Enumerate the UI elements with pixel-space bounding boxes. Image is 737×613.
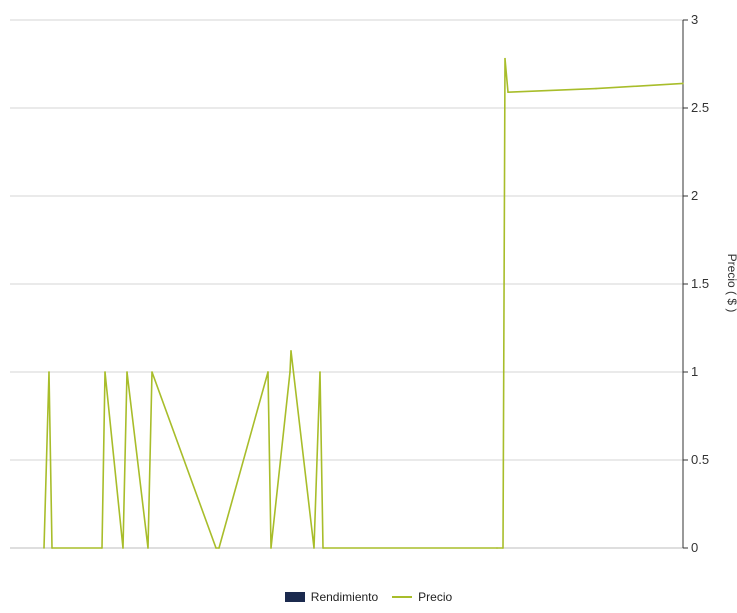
data-point-precio [496,547,498,549]
data-point-precio [507,91,509,93]
legend-swatch-precio [392,596,413,598]
series-line-precio [43,57,684,549]
y-axis-label: Precio ( $ ) [725,254,737,313]
y-axis: 0 0.5 1 1.5 2 2.5 3 [682,12,709,555]
legend-swatch-rendimiento [284,592,305,602]
y-tick-label: 3 [691,12,698,27]
data-point-precio [322,547,324,549]
data-point-precio [267,371,269,373]
data-point-precio [319,371,321,373]
data-point-precio [290,350,292,352]
data-point-precio [126,371,128,373]
data-point-precio [289,371,291,373]
y-tick-label: 2 [691,188,698,203]
data-point-precio [504,57,506,60]
data-point-precio [682,82,684,85]
data-point-precio [313,547,315,549]
legend: Rendimiento Precio [0,588,737,606]
series-layer [43,57,684,549]
data-point-precio [151,371,153,373]
y-tick-label: 0 [691,540,698,555]
data-point-precio [147,547,149,549]
data-point-precio [502,547,504,549]
data-point-precio [48,371,50,373]
data-point-precio [218,547,220,549]
legend-item-rendimiento[interactable]: Rendimiento [284,590,379,604]
data-point-precio [595,87,597,90]
legend-item-precio[interactable]: Precio [392,590,452,604]
data-point-precio [101,547,103,549]
y-tick-label: 1 [691,364,698,379]
data-point-precio [104,371,106,373]
data-point-precio [122,547,124,549]
gridlines [10,19,683,549]
data-point-precio [43,547,45,549]
legend-label-precio: Precio [418,590,453,604]
y-tick-label: 1.5 [691,276,709,291]
legend-label-rendimiento: Rendimiento [310,590,379,604]
y-tick-label: 2.5 [691,100,709,115]
data-point-precio [51,547,53,549]
data-point-precio [215,547,217,549]
data-point-precio [270,547,272,549]
y-tick-label: 0.5 [691,452,709,467]
